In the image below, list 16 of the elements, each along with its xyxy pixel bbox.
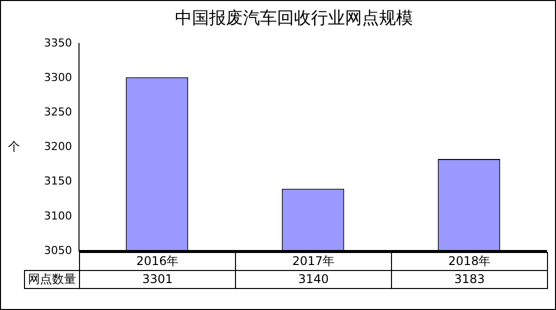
text: 网点数量 — [24, 270, 80, 288]
y-tick-label: 3250 — [44, 105, 72, 118]
y-tick-label: 3200 — [44, 140, 72, 154]
x-tick-label: 2017年 — [235, 252, 392, 270]
chart-title: 中国报废汽车回收行业网点规模 — [175, 8, 413, 29]
data-label: 3140 — [235, 270, 392, 288]
y-tick-label: 3050 — [44, 244, 72, 257]
y-axis-title: 个 — [8, 139, 20, 154]
y-tick-label: 3300 — [44, 70, 72, 84]
data-label: 3183 — [391, 270, 548, 288]
data-label: 3301 — [79, 270, 236, 288]
y-tick-label: 3100 — [44, 209, 72, 222]
y-tick-label: 3150 — [44, 174, 72, 188]
x-tick-label: 2018年 — [391, 252, 548, 270]
x-tick-label: 2016年 — [79, 252, 236, 270]
y-tick-label: 3350 — [44, 36, 72, 50]
